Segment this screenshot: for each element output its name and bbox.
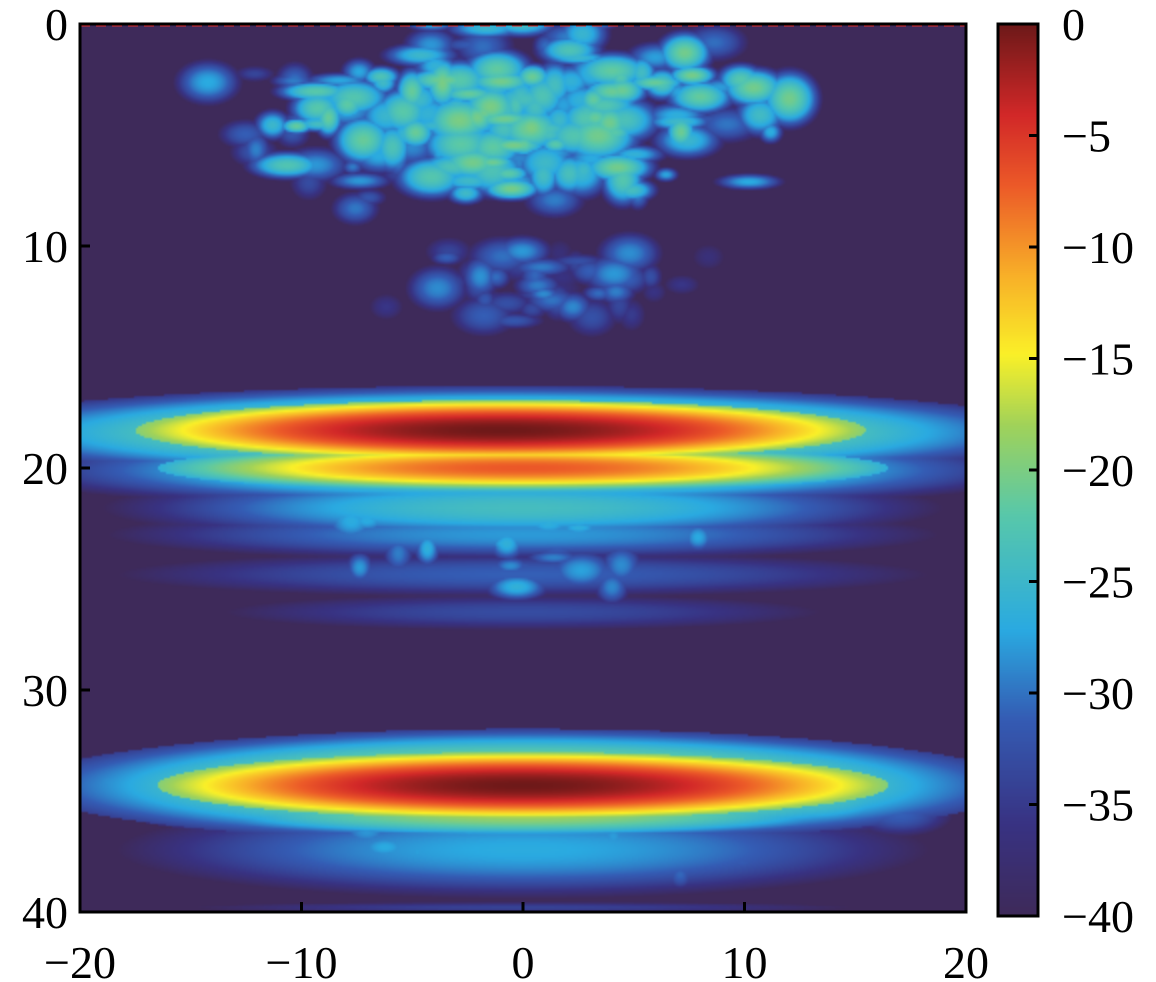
colorbar-tick-label: −35 bbox=[1062, 780, 1134, 831]
colorbar-ticks: 0 −5 −10 −15 −20 −25 −30 −35 −40 bbox=[1029, 0, 1134, 942]
colorbar-tick-label: 0 bbox=[1062, 0, 1085, 50]
x-tick-label: 0 bbox=[512, 937, 535, 982]
plot-area: −20 −10 0 10 20 0 10 20 30 40 bbox=[22, 0, 989, 982]
x-tick-label: 10 bbox=[722, 937, 768, 982]
x-tick-label: −10 bbox=[266, 937, 338, 982]
x-tick-label: 20 bbox=[943, 937, 989, 982]
colorbar: 0 −5 −10 −15 −20 −25 −30 −35 −40 bbox=[996, 0, 1134, 942]
colorbar-tick-label: −40 bbox=[1062, 891, 1134, 942]
x-axis-ticks: −20 −10 0 10 20 bbox=[44, 902, 989, 982]
colorbar-tick-label: −20 bbox=[1062, 445, 1134, 496]
colorbar-tick-label: −5 bbox=[1062, 111, 1111, 162]
y-tick-label: 40 bbox=[22, 887, 68, 938]
heatmap-image bbox=[80, 24, 966, 912]
y-tick-label: 10 bbox=[22, 221, 68, 272]
colorbar-tick-label: −10 bbox=[1062, 222, 1134, 273]
x-tick-label: −20 bbox=[44, 937, 116, 982]
y-tick-label: 0 bbox=[45, 0, 68, 50]
y-tick-label: 30 bbox=[22, 665, 68, 716]
colorbar-tick-label: −30 bbox=[1062, 668, 1134, 719]
y-tick-label: 20 bbox=[22, 443, 68, 494]
colorbar-tick-label: −25 bbox=[1062, 557, 1134, 608]
colorbar-tick-label: −15 bbox=[1062, 334, 1134, 385]
y-axis-ticks: 0 10 20 30 40 bbox=[22, 0, 90, 938]
